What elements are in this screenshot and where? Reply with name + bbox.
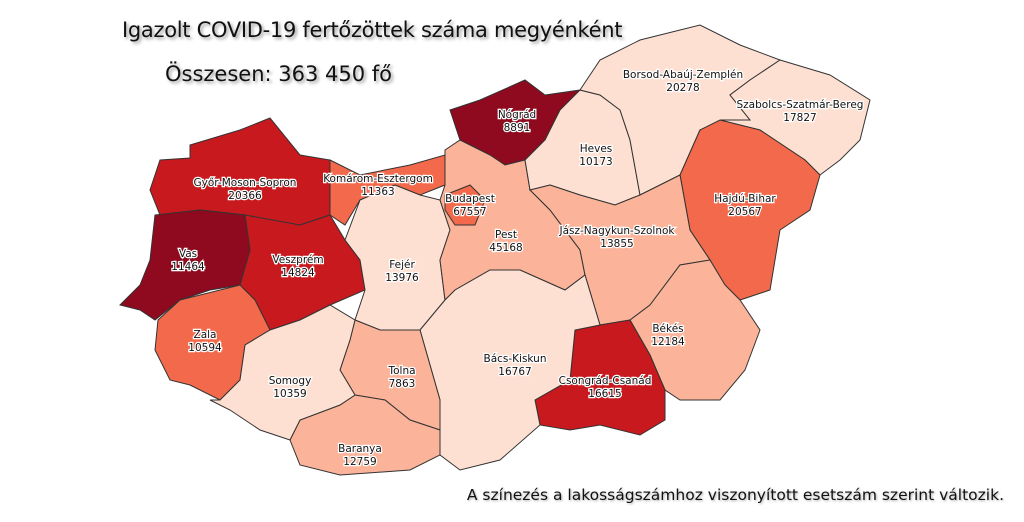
county-name: Pest	[495, 229, 517, 241]
county-name: Heves	[580, 143, 613, 155]
county-name: Fejér	[389, 259, 415, 271]
county-cases: 11464	[171, 261, 205, 273]
county-cases: 45168	[489, 242, 522, 254]
county-cases: 16767	[498, 366, 531, 378]
county-name: Békés	[652, 323, 683, 335]
county-cases: 20278	[666, 82, 699, 94]
county-cases: 16615	[588, 388, 621, 400]
county-name: Somogy	[269, 375, 312, 387]
total-cases: Összesen: 363 450 fő	[165, 62, 393, 86]
color-note: A színezés a lakosságszámhoz viszonyítot…	[466, 486, 1004, 504]
county-cases: 20567	[728, 206, 761, 218]
county-name: Jász-Nagykun-Szolnok	[558, 225, 675, 237]
county-somogy	[209, 304, 356, 441]
county-cases: 14824	[281, 267, 315, 279]
county-name: Budapest	[445, 193, 495, 205]
county-cases: 17827	[783, 112, 816, 124]
county-cases: 8891	[504, 122, 531, 134]
county-name: Veszprém	[272, 254, 323, 266]
county-gyor-moson-sopron	[149, 117, 331, 226]
county-budapest	[444, 184, 486, 226]
county-cases: 67557	[453, 206, 486, 218]
county-cases: 13855	[600, 238, 633, 250]
county-name: Tolna	[387, 365, 415, 377]
county-name: Komárom-Esztergom	[323, 173, 433, 185]
county-name: Vas	[179, 248, 197, 260]
county-name: Csongrád-Csanád	[559, 375, 652, 387]
county-cases: 20366	[228, 190, 262, 202]
county-name: Borsod-Abaúj-Zemplén	[623, 69, 743, 81]
county-cases: 12759	[343, 456, 376, 468]
county-name: Hajdú-Bihar	[714, 193, 776, 205]
county-name: Szabolcs-Szatmár-Bereg	[737, 99, 864, 111]
county-fejer	[344, 184, 451, 331]
map-title: Igazolt COVID-19 fertőzöttek száma megyé…	[122, 18, 623, 42]
county-name: Bács-Kiskun	[483, 353, 546, 365]
county-cases: 12184	[651, 336, 685, 348]
county-name: Baranya	[338, 443, 382, 455]
county-cases: 10594	[188, 342, 222, 354]
county-cases: 11363	[361, 186, 394, 198]
county-cases: 10173	[579, 156, 612, 168]
county-name: Nógrád	[498, 109, 536, 121]
county-name: Zala	[194, 329, 217, 341]
county-cases: 7863	[389, 378, 416, 390]
county-name: Győr-Moson-Sopron	[194, 177, 297, 189]
county-cases: 13976	[385, 272, 419, 284]
county-cases: 10359	[273, 388, 306, 400]
